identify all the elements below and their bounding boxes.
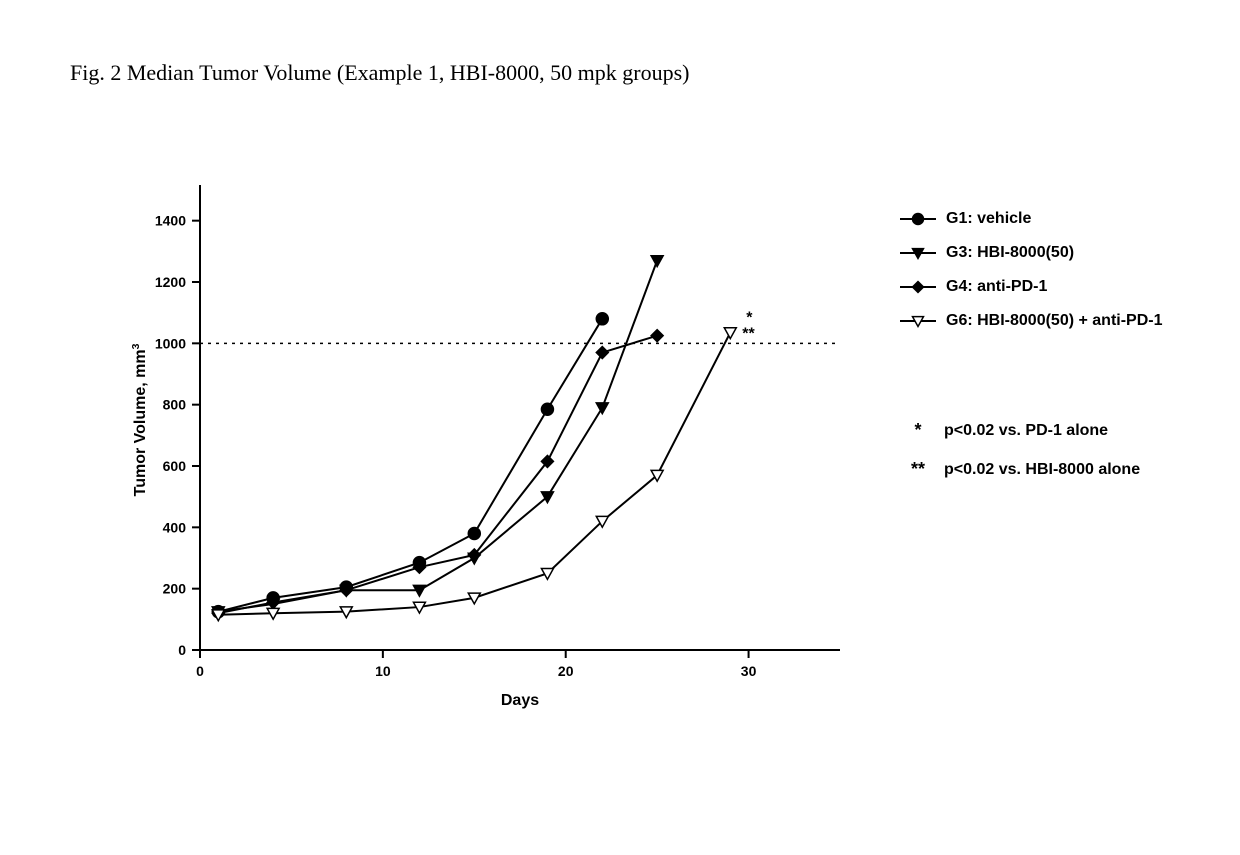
chart-area: 0 200 400 600 800 1000 1200 1400 0 10 20 30 Days Tumo… (120, 170, 880, 730)
legend-marker (900, 211, 936, 227)
legend-label: G4: anti-PD-1 (946, 278, 1047, 296)
legend-label: G6: HBI-8000(50) + anti-PD-1 (946, 312, 1163, 330)
data-marker (596, 403, 608, 414)
legend-item-G4: G4: anti-PD-1 (900, 278, 1163, 296)
x-tick-label: 30 (741, 663, 757, 679)
x-tick-label: 10 (375, 663, 391, 679)
series-line (218, 336, 657, 614)
y-tick-label: 1400 (155, 213, 186, 229)
legend-label: G3: HBI-8000(50) (946, 244, 1074, 262)
series-G4 (212, 330, 663, 620)
x-tick-label: 20 (558, 663, 574, 679)
note-row: * p<0.02 vs. PD-1 alone (900, 420, 1140, 441)
note-symbol: ** (900, 459, 936, 480)
legend-item-G1: G1: vehicle (900, 210, 1163, 228)
figure-title: Fig. 2 Median Tumor Volume (Example 1, H… (70, 60, 689, 86)
data-marker (596, 313, 608, 325)
legend: G1: vehicle G3: HBI-8000(50) G4: anti-PD-1… (900, 210, 1163, 346)
data-marker (651, 256, 663, 267)
legend-marker (900, 279, 936, 295)
y-axis-label: Tumor Volume, mm3 (131, 343, 149, 496)
legend-marker (900, 245, 936, 261)
series-line (218, 261, 657, 612)
note-text: p<0.02 vs. PD-1 alone (944, 422, 1108, 440)
data-marker (724, 328, 736, 339)
y-tick-label: 600 (163, 458, 187, 474)
data-marker (541, 403, 553, 415)
x-tick-label: 0 (196, 663, 204, 679)
legend-label: G1: vehicle (946, 210, 1031, 228)
y-tick-label: 1000 (155, 335, 186, 351)
y-tick-label: 0 (178, 642, 186, 658)
y-tick-label: 1200 (155, 274, 186, 290)
y-tick-label: 200 (163, 581, 187, 597)
note-row: ** p<0.02 vs. HBI-8000 alone (900, 459, 1140, 480)
y-tick-label: 800 (163, 397, 187, 413)
data-marker (651, 330, 663, 342)
data-marker (913, 214, 924, 225)
data-marker (596, 347, 608, 359)
legend-marker (900, 313, 936, 329)
note-text: p<0.02 vs. HBI-8000 alone (944, 461, 1140, 479)
legend-item-G3: G3: HBI-8000(50) (900, 244, 1163, 262)
note-symbol: * (900, 420, 936, 441)
legend-item-G6: G6: HBI-8000(50) + anti-PD-1 (900, 312, 1163, 330)
x-axis-label: Days (501, 692, 539, 709)
sig-annotation: ** (742, 326, 755, 343)
y-tick-label: 400 (163, 519, 187, 535)
data-marker (468, 527, 480, 539)
significance-notes: * p<0.02 vs. PD-1 alone ** p<0.02 vs. HBI-8… (900, 420, 1140, 498)
sig-annotation: * (746, 310, 753, 327)
data-marker (913, 282, 924, 293)
line-chart: 0 200 400 600 800 1000 1200 1400 0 10 20 30 Days Tumo… (120, 170, 880, 730)
series-G6: *** (212, 310, 755, 621)
